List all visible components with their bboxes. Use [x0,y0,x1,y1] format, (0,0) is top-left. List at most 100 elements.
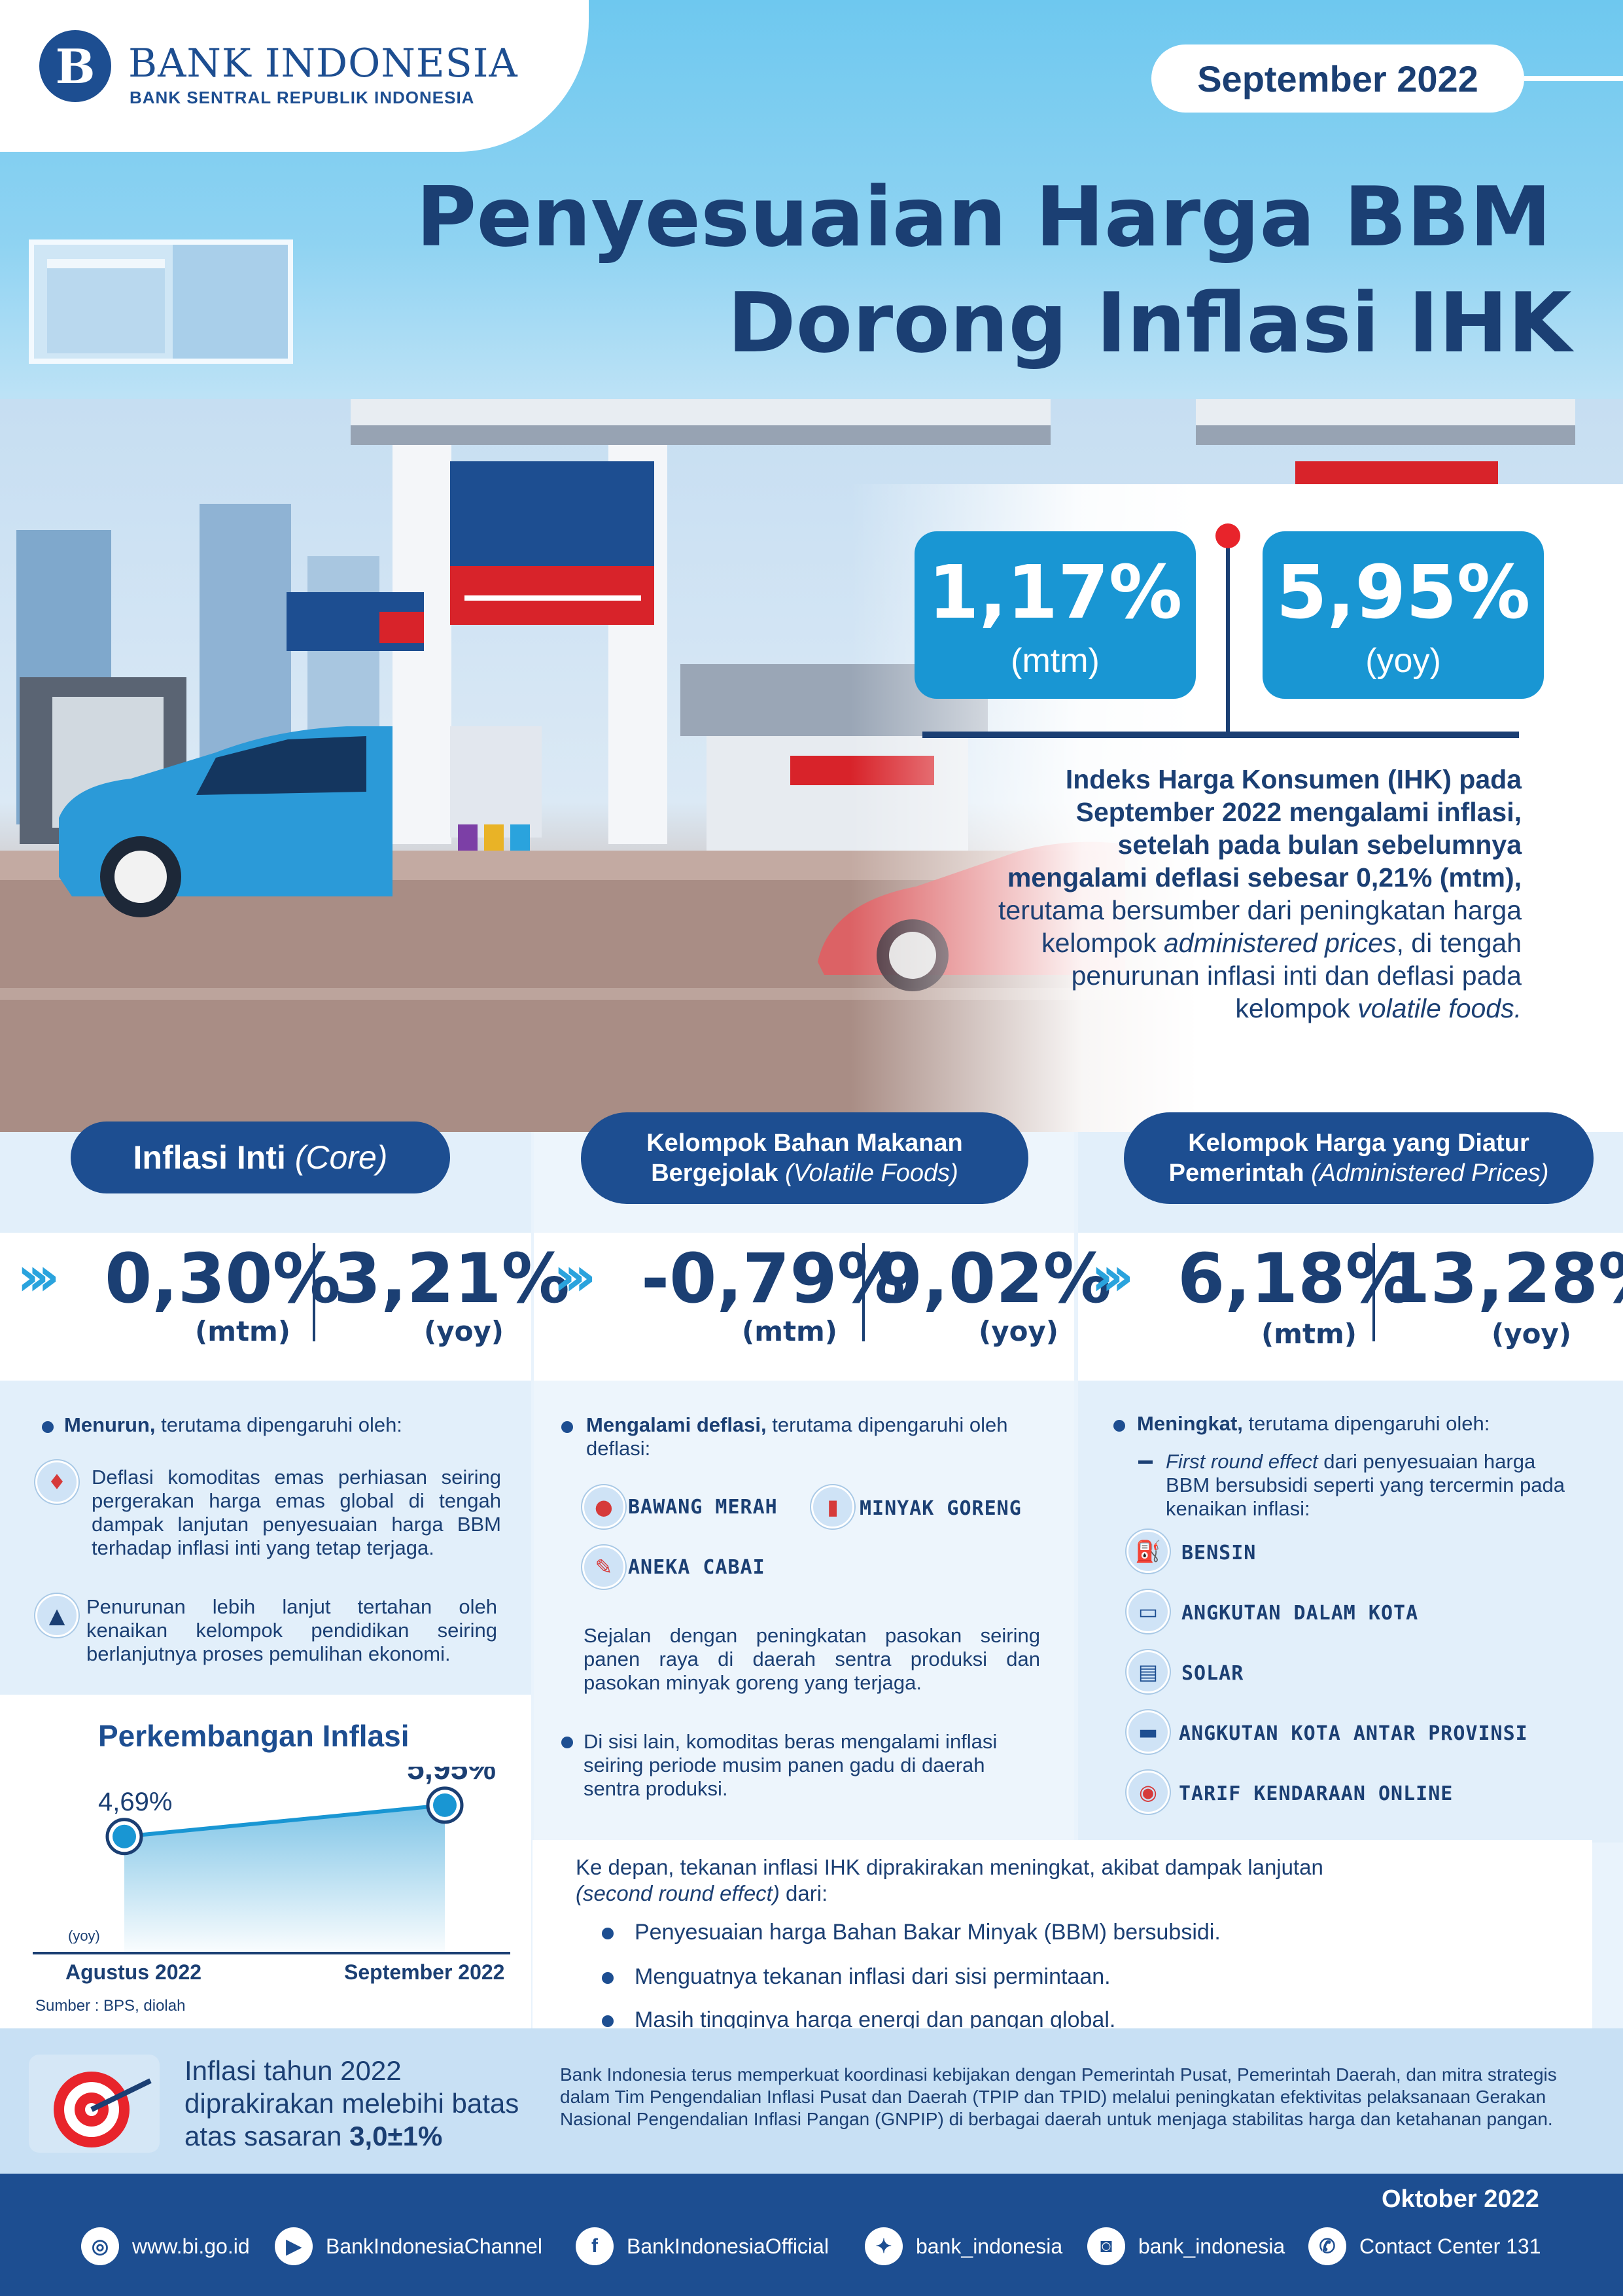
administered-mtm-value: 6,18% [1178,1239,1414,1318]
intro-italic-2: volatile foods. [1357,993,1522,1023]
chart-area [124,1805,445,1953]
facebook-icon: f [576,2227,614,2265]
volatile-title-line2: Bergejolak [651,1159,786,1187]
administered-bullet [1113,1420,1125,1432]
volatile-lead: Mengalami deflasi, terutama dipengaruhi … [586,1413,1051,1460]
chart-source: Sumber : BPS, diolah [35,1997,186,2015]
volatile-bullet-2 [561,1737,573,1748]
headline-mtm-unit: (mtm) [1011,642,1100,680]
volatile-yoy-unit: (yoy) [979,1315,1059,1347]
globe-icon: ◎ [81,2227,119,2265]
administered-lead-bold: Meningkat, [1137,1412,1243,1435]
core-mtm-unit: (mtm) [195,1315,290,1347]
volatile-item-0: BAWANG MERAH [628,1496,778,1519]
bank-subtitle: BANK SENTRAL REPUBLIK INDONESIA [130,88,475,107]
outlook-point-1: Penyesuaian harga Bahan Bakar Minyak (BB… [635,1920,1221,1945]
cooking-oil-icon: ▮ [811,1485,854,1528]
volatile-item-1: MINYAK GORENG [860,1497,1022,1520]
headline-yoy-card: 5,95% (yoy) [1263,531,1544,699]
footer-link-instagram[interactable]: ◙ bank_indonesia [1087,2227,1285,2265]
headline-yoy-value: 5,95% [1276,550,1531,635]
administered-title-line1: Kelompok Harga yang Diatur [1188,1129,1529,1157]
volatile-item-2: ANEKA CABAI [628,1556,765,1579]
footer-link-contact[interactable]: ✆ Contact Center 131 [1308,2227,1541,2265]
core-bullet [42,1421,54,1433]
pin-line [1226,538,1230,734]
page-title-line1: Penyesuaian Harga BBM [416,169,1552,265]
volatile-number-band [534,1233,1074,1381]
intercity-bus-icon: ▬ [1126,1710,1170,1754]
administered-item-4: TARIF KENDARAAN ONLINE [1179,1782,1454,1805]
outlook-intro: Ke depan, tekanan inflasi IHK diprakirak… [576,1854,1557,1907]
diesel-icon: ▤ [1126,1650,1170,1693]
administered-sub: First round effect dari penyesuaian harg… [1166,1450,1584,1521]
footer-link-website[interactable]: ◎ www.bi.go.id [81,2227,250,2265]
footer [0,2174,1623,2296]
outlook-bullet-3 [602,2015,614,2027]
footer-link-label: BankIndonesiaOfficial [627,2234,829,2258]
administered-lead-rest: terutama dipengaruhi oleh: [1242,1412,1490,1435]
bottom-band [0,2028,1623,2174]
bus-icon: ▭ [1126,1590,1170,1633]
footer-link-youtube[interactable]: ▶ BankIndonesiaChannel [275,2227,542,2265]
forecast-text: Inflasi tahun 2022 diprakirakan melebihi… [184,2055,538,2153]
administered-item-2: SOLAR [1181,1662,1244,1685]
intro-rest-1: terutama bersumber dari peningkatan harg… [998,895,1522,958]
volatile-yoy-value: 9,02% [875,1239,1111,1318]
chart-unit-note: (yoy) [68,1928,100,1944]
volatile-lead-bold: Mengalami deflasi, [586,1413,767,1436]
chart-category-agustus: Agustus 2022 [65,1960,202,1984]
core-mtm-value: 0,30% [105,1239,341,1318]
footer-link-label: bank_indonesia [916,2234,1063,2258]
bank-indonesia-logo: B [39,30,111,102]
headline-divider [922,732,1519,738]
administered-mtm-unit: (mtm) [1261,1318,1357,1350]
administered-yoy-unit: (yoy) [1492,1318,1572,1350]
intro-rest-2: , di tengah penurunan inflasi inti dan d… [1071,928,1522,1023]
intro-italic-1: administered prices [1164,928,1397,958]
outlook-point-2: Menguatnya tekanan inflasi dari sisi per… [635,1964,1111,1989]
volatile-paragraph: Sejalan dengan peningkatan pasokan seiri… [584,1624,1040,1694]
core-chevron-icon: ››› [17,1246,60,1308]
administered-header: Kelompok Harga yang Diatur Pemerintah (A… [1124,1112,1594,1204]
online-ride-icon: ◉ [1126,1771,1170,1814]
core-yoy-unit: (yoy) [424,1315,504,1347]
administered-title-italic: (Administered Prices) [1311,1159,1549,1187]
outlook-intro-italic: (second round effect) [576,1881,780,1905]
volatile-mtm-value: -0,79% [641,1239,905,1318]
bank-name: BANK INDONESIA [128,41,518,86]
fuel-nozzle-icon: ⛽ [1126,1530,1170,1573]
page-title-line2: Dorong Inflasi IHK [727,275,1572,371]
period-line [1524,76,1623,81]
chart-point-0 [113,1824,136,1848]
core-point-1: Deflasi komoditas emas perhiasan seiring… [92,1466,501,1559]
footer-link-facebook[interactable]: f BankIndonesiaOfficial [576,2227,829,2265]
core-lead-bold: Menurun, [64,1413,156,1436]
administered-title-line2: Pemerintah [1168,1159,1312,1187]
jewelry-icon: ♦ [35,1460,79,1504]
footer-link-label: www.bi.go.id [132,2234,250,2258]
period-badge: September 2022 [1151,44,1524,113]
administered-dash [1138,1460,1153,1464]
administered-sub-italic: First round effect [1166,1450,1318,1473]
volatile-header: Kelompok Bahan Makanan Bergejolak (Volat… [581,1112,1028,1204]
headline-yoy-unit: (yoy) [1365,642,1441,680]
footer-link-twitter[interactable]: ✦ bank_indonesia [865,2227,1062,2265]
chart-category-september: September 2022 [344,1960,505,1984]
inflation-chart: 4,69% 5,95% [33,1767,510,1954]
phone-icon: ✆ [1308,2227,1346,2265]
footer-link-label: bank_indonesia [1138,2234,1285,2258]
instagram-icon: ◙ [1087,2227,1125,2265]
outlook-bullet-1 [602,1928,614,1939]
volatile-divider [862,1243,865,1341]
intro-bold: Indeks Harga Konsumen (IHK) pada Septemb… [1007,764,1522,892]
forecast-body: Inflasi tahun 2022 diprakirakan melebihi… [184,2055,519,2151]
core-lead: Menurun, terutama dipengaruhi oleh: [64,1413,509,1437]
outlook-point-3: Masih tingginya harga energi dan pangan … [635,2007,1116,2032]
core-divider [313,1243,315,1341]
core-title-italic: (Core) [294,1139,388,1176]
core-yoy-value: 3,21% [334,1239,570,1318]
administered-divider [1372,1243,1375,1341]
target-icon [29,2055,160,2153]
release-date: Oktober 2022 [1382,2185,1539,2213]
